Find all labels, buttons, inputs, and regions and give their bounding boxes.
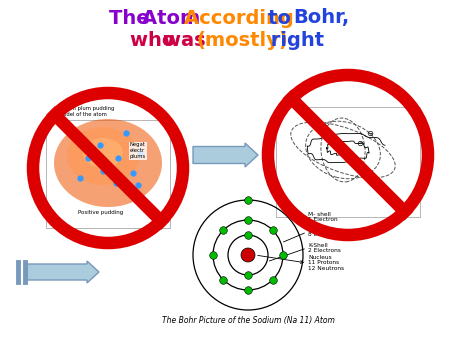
Text: Negat
electr
plums: Negat electr plums: [130, 142, 146, 159]
Text: who: who: [130, 30, 182, 49]
Text: Positive pudding: Positive pudding: [78, 210, 123, 215]
Text: L-shell
8 Electrons: L-shell 8 Electrons: [308, 226, 341, 237]
Text: Nucleus
11 Protons
12 Neutrons: Nucleus 11 Protons 12 Neutrons: [308, 255, 344, 271]
Ellipse shape: [83, 138, 123, 168]
Circle shape: [241, 248, 255, 262]
Bar: [46, 120, 170, 228]
Text: The Bohr Picture of the Sodium (Na 11) Atom: The Bohr Picture of the Sodium (Na 11) A…: [162, 315, 334, 324]
FancyArrow shape: [27, 261, 99, 283]
Text: $\ominus$: $\ominus$: [356, 139, 364, 147]
Text: model of the atom: model of the atom: [58, 112, 107, 117]
Ellipse shape: [67, 127, 139, 185]
Text: $\ominus$: $\ominus$: [366, 128, 374, 138]
Text: The: The: [108, 8, 156, 27]
Text: According: According: [184, 8, 301, 27]
Text: K-Shell
2 Electrons: K-Shell 2 Electrons: [308, 243, 341, 254]
Text: right: right: [264, 30, 324, 49]
Text: (mostly): (mostly): [197, 30, 288, 49]
Ellipse shape: [54, 119, 162, 207]
Text: Atom: Atom: [142, 8, 207, 27]
Text: to: to: [268, 8, 298, 27]
FancyArrow shape: [193, 143, 258, 167]
Text: M- shell
1 Electron: M- shell 1 Electron: [308, 212, 338, 222]
Text: was: was: [163, 30, 212, 49]
Text: mpson plum pudding: mpson plum pudding: [58, 106, 114, 111]
Text: Bohr,: Bohr,: [293, 8, 350, 27]
Bar: [276, 107, 420, 217]
